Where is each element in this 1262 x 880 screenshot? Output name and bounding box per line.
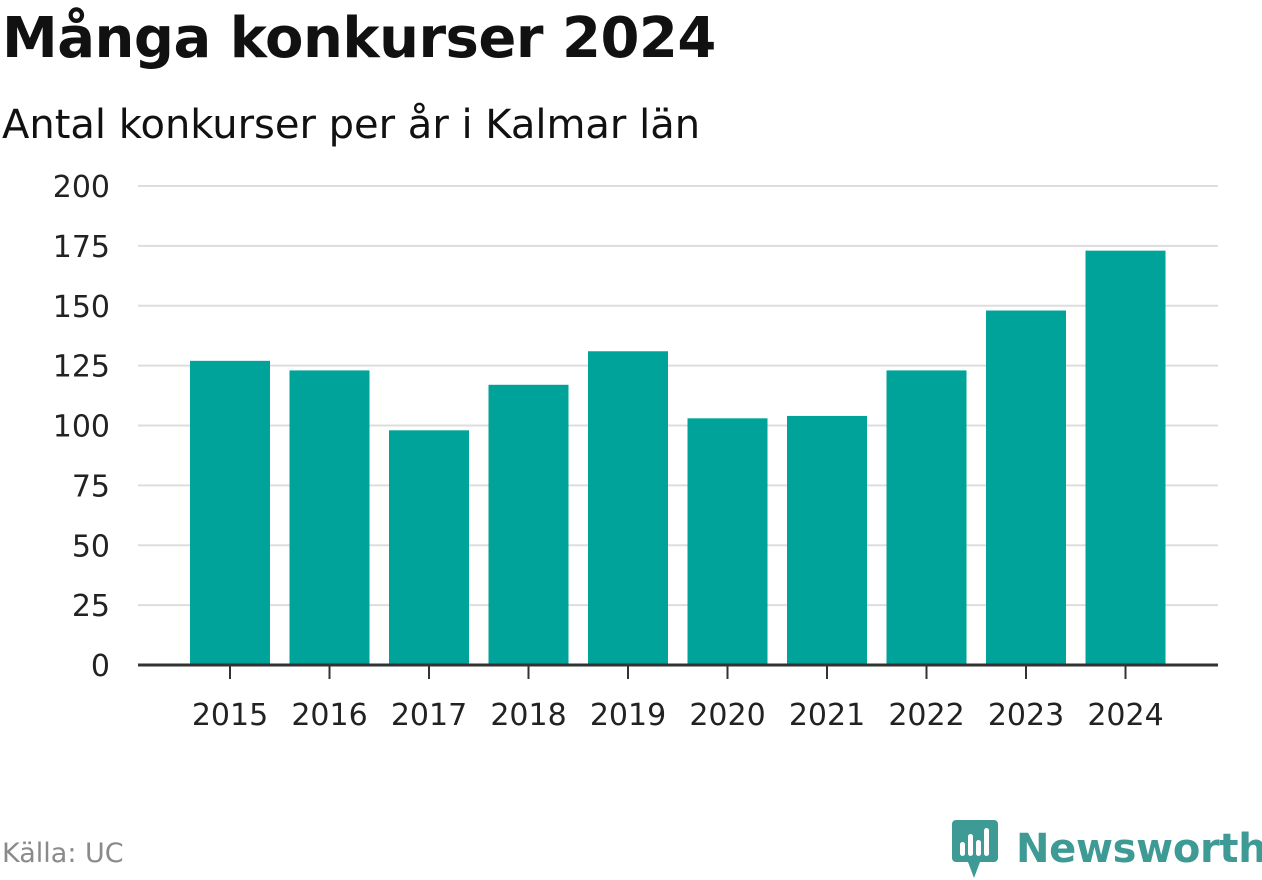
y-tick-label: 0	[91, 649, 110, 684]
bar-2019	[588, 351, 668, 665]
logo-text: Newsworthy	[1016, 826, 1262, 872]
x-tick-label: 2015	[192, 698, 268, 733]
y-tick-label: 200	[53, 170, 110, 205]
y-tick-label: 125	[53, 350, 110, 385]
x-tick-label: 2018	[490, 698, 566, 733]
x-tick-label: 2022	[888, 698, 964, 733]
bar-2021	[787, 415, 867, 665]
y-tick-label: 25	[72, 589, 110, 624]
chart-subtitle: Antal konkurser per år i Kalmar län	[2, 102, 701, 148]
bar-2023	[986, 310, 1066, 665]
x-tick-label: 2023	[988, 698, 1064, 733]
y-tick-label: 150	[53, 290, 110, 325]
x-tick-label: 2016	[291, 698, 367, 733]
x-tick-label: 2021	[789, 698, 865, 733]
bar-2016	[289, 370, 370, 665]
bar-2020	[687, 418, 768, 665]
x-tick-label: 2024	[1087, 698, 1163, 733]
bar-2024	[1085, 250, 1166, 666]
chart-title: Många konkurser 2024	[2, 6, 716, 71]
bar-2022	[886, 370, 967, 665]
x-tick-label: 2019	[590, 698, 666, 733]
y-axis-tick-labels: 0 25 50 75 100 125 150 175 200	[53, 170, 110, 684]
x-tick-label: 2020	[689, 698, 765, 733]
bar-2015	[190, 360, 270, 665]
newsworthy-logo-icon	[952, 820, 998, 878]
source-note: Källa: UC	[2, 838, 124, 869]
bar-2018	[488, 384, 569, 665]
y-tick-label: 100	[53, 410, 110, 445]
x-tick-label: 2017	[391, 698, 467, 733]
y-tick-label: 175	[53, 230, 110, 265]
newsworthy-logo: Newsworthy	[950, 818, 1262, 880]
y-tick-label: 75	[72, 469, 110, 504]
x-axis-tick-labels: 2015 2016 2017 2018 2019 2020 2021 2022 2023 2024	[192, 698, 1164, 733]
bars	[190, 250, 1166, 666]
y-tick-label: 50	[72, 529, 110, 564]
bar-2017	[389, 430, 469, 665]
x-axis	[138, 663, 1218, 679]
